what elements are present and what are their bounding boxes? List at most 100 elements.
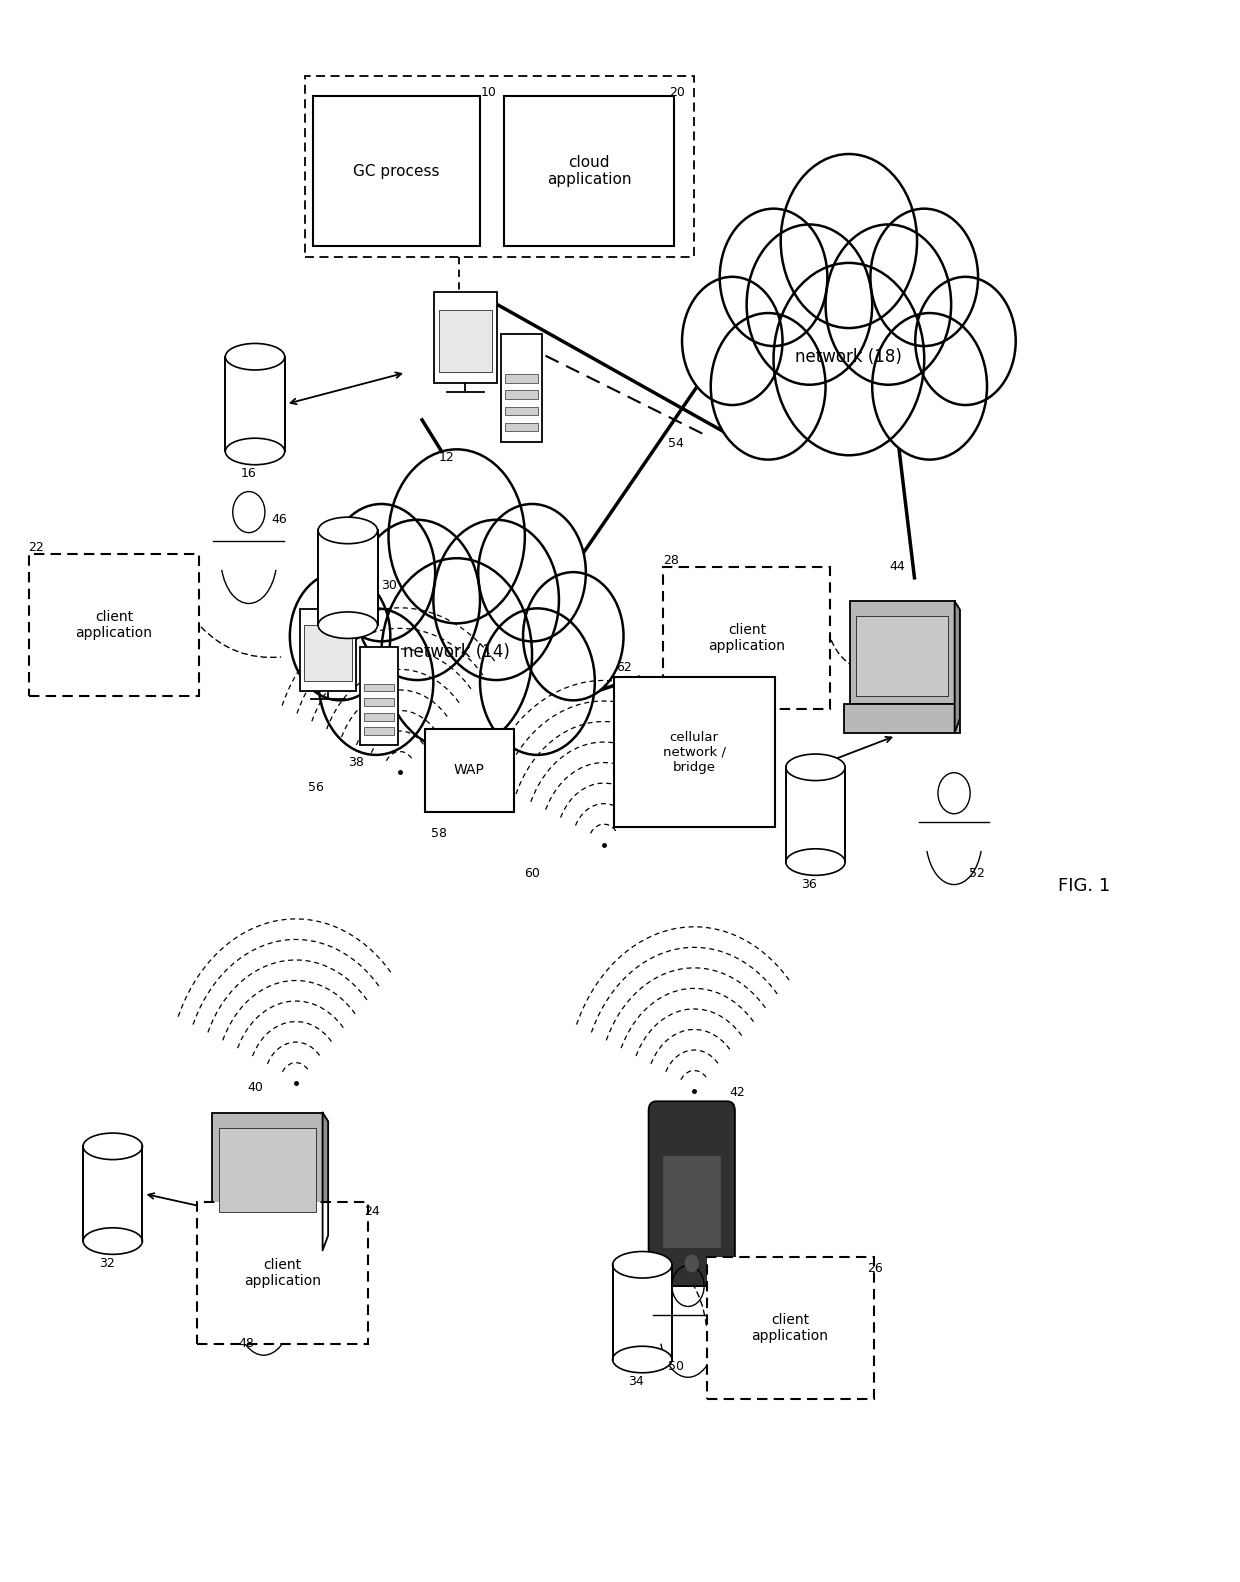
Bar <box>212 1112 322 1221</box>
Text: 52: 52 <box>968 867 985 880</box>
Bar <box>614 677 775 827</box>
Ellipse shape <box>613 1251 672 1278</box>
Ellipse shape <box>786 755 846 780</box>
Bar <box>305 76 694 258</box>
Bar <box>505 407 538 414</box>
Text: 38: 38 <box>347 756 363 769</box>
Circle shape <box>327 505 435 641</box>
Bar <box>363 728 394 736</box>
Text: client
application: client application <box>244 1258 321 1288</box>
Bar <box>663 1155 720 1247</box>
Text: 22: 22 <box>29 541 45 554</box>
Ellipse shape <box>613 1346 672 1373</box>
Bar <box>300 609 356 691</box>
Ellipse shape <box>226 343 285 370</box>
Circle shape <box>686 1255 698 1272</box>
Text: 32: 32 <box>99 1256 114 1270</box>
Bar <box>503 97 675 247</box>
Bar <box>856 615 949 696</box>
Text: 34: 34 <box>629 1375 644 1389</box>
Text: client
application: client application <box>708 623 785 653</box>
Text: 40: 40 <box>247 1081 263 1095</box>
Bar <box>207 1221 329 1250</box>
Ellipse shape <box>83 1228 143 1255</box>
Polygon shape <box>322 1112 329 1250</box>
Ellipse shape <box>319 517 377 544</box>
Text: 56: 56 <box>309 782 324 794</box>
Bar <box>505 422 538 432</box>
Ellipse shape <box>319 612 377 639</box>
Text: cloud
application: cloud application <box>547 155 631 187</box>
Bar <box>29 554 200 696</box>
Bar <box>218 1128 316 1212</box>
Bar <box>786 767 846 862</box>
Bar <box>434 291 497 383</box>
Circle shape <box>781 153 918 327</box>
Bar <box>197 1202 367 1343</box>
Circle shape <box>826 225 951 384</box>
Text: 54: 54 <box>667 437 683 449</box>
Bar <box>707 1256 874 1398</box>
Text: 62: 62 <box>616 661 632 674</box>
Circle shape <box>355 520 480 680</box>
Text: 42: 42 <box>729 1085 745 1099</box>
Bar <box>83 1147 143 1240</box>
Bar <box>663 566 831 709</box>
Text: client
application: client application <box>751 1313 828 1343</box>
Ellipse shape <box>83 1133 143 1160</box>
Text: 10: 10 <box>480 87 496 100</box>
Circle shape <box>523 573 624 701</box>
Text: 50: 50 <box>667 1359 683 1373</box>
Circle shape <box>711 313 826 460</box>
Circle shape <box>746 225 872 384</box>
Text: 20: 20 <box>670 87 686 100</box>
Text: 16: 16 <box>241 467 257 481</box>
Text: 48: 48 <box>238 1337 254 1351</box>
Bar <box>424 729 513 812</box>
FancyBboxPatch shape <box>649 1101 735 1286</box>
Bar <box>305 625 352 682</box>
Bar <box>505 375 538 383</box>
Bar <box>844 704 960 732</box>
Circle shape <box>382 558 532 750</box>
Bar <box>363 683 394 691</box>
Bar <box>849 601 955 704</box>
Text: 36: 36 <box>801 878 817 891</box>
Text: client
application: client application <box>76 611 153 641</box>
Circle shape <box>480 609 595 755</box>
Bar <box>363 698 394 706</box>
Circle shape <box>682 277 782 405</box>
Text: GC process: GC process <box>353 163 440 179</box>
Circle shape <box>719 209 827 346</box>
Circle shape <box>870 209 978 346</box>
Circle shape <box>774 263 924 456</box>
Circle shape <box>872 313 987 460</box>
Text: 58: 58 <box>430 827 446 840</box>
Circle shape <box>433 520 559 680</box>
Circle shape <box>388 449 525 623</box>
Text: 28: 28 <box>663 554 680 566</box>
Text: WAP: WAP <box>454 764 485 777</box>
Bar <box>501 334 542 443</box>
Bar <box>314 97 480 247</box>
Text: 44: 44 <box>890 560 905 573</box>
Circle shape <box>915 277 1016 405</box>
Text: network (18): network (18) <box>795 348 903 365</box>
Bar <box>226 356 285 451</box>
Text: 24: 24 <box>363 1205 379 1218</box>
Bar <box>360 647 398 745</box>
Ellipse shape <box>786 850 846 875</box>
Bar <box>505 391 538 399</box>
Text: 12: 12 <box>439 451 455 465</box>
Circle shape <box>290 573 391 701</box>
Polygon shape <box>955 601 960 732</box>
Text: network (14): network (14) <box>403 642 510 661</box>
Text: cellular
network /
bridge: cellular network / bridge <box>662 731 725 774</box>
Bar <box>319 530 377 625</box>
Bar <box>613 1264 672 1359</box>
Circle shape <box>319 609 433 755</box>
Text: 60: 60 <box>523 867 539 880</box>
Text: 30: 30 <box>381 579 397 592</box>
Bar <box>439 310 491 372</box>
Circle shape <box>479 505 585 641</box>
